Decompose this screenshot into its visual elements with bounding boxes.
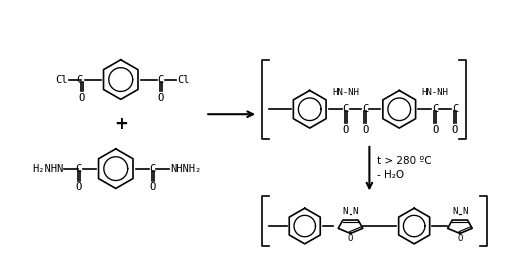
Text: C: C (157, 75, 164, 84)
Text: Cl: Cl (56, 75, 68, 84)
Text: O: O (150, 182, 156, 193)
Text: O: O (76, 182, 82, 193)
Text: C: C (150, 164, 156, 174)
Text: O: O (452, 125, 458, 135)
Text: C: C (452, 104, 458, 114)
Text: O: O (348, 235, 353, 243)
Text: O: O (362, 125, 368, 135)
Text: N: N (343, 207, 348, 216)
Text: O: O (157, 93, 164, 103)
Text: Cl: Cl (178, 75, 190, 84)
Text: C: C (362, 104, 369, 114)
Text: C: C (76, 164, 82, 174)
Text: C: C (77, 75, 83, 84)
Text: O: O (457, 235, 463, 243)
Text: HN-NH: HN-NH (422, 89, 448, 97)
Text: - H₂O: - H₂O (377, 169, 405, 180)
Text: t > 280 ºC: t > 280 ºC (377, 156, 432, 166)
Text: H₂NHN: H₂NHN (32, 164, 63, 174)
Text: N: N (353, 207, 358, 216)
Text: HN-NH: HN-NH (332, 89, 359, 97)
Text: N: N (462, 207, 467, 216)
Text: +: + (114, 115, 127, 133)
Text: NHNH₂: NHNH₂ (170, 164, 202, 174)
Text: O: O (432, 125, 438, 135)
Text: C: C (343, 104, 349, 114)
Text: N: N (452, 207, 458, 216)
Text: O: O (343, 125, 349, 135)
Text: O: O (79, 93, 85, 103)
Text: C: C (432, 104, 438, 114)
